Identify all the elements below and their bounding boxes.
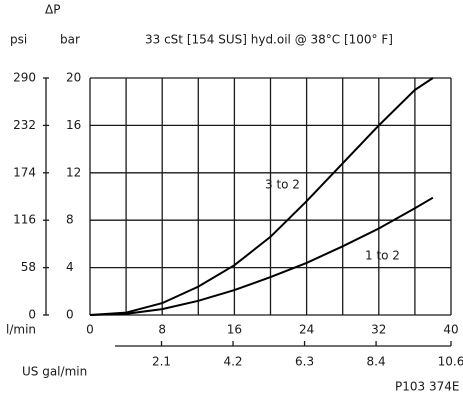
- x-tick-label: 32: [371, 323, 386, 337]
- x-axis-label: l/min: [6, 323, 36, 337]
- figure-code: P103 374E: [395, 380, 459, 394]
- curve: [89, 77, 434, 316]
- curve: [89, 196, 434, 316]
- x2-axis-label: US gal/min: [22, 365, 87, 379]
- y-tick-label: 12: [66, 165, 81, 179]
- curve-label: 3 to 2: [265, 178, 300, 192]
- x-tick-label: 0: [86, 323, 94, 337]
- x2-tick-label: 6.3: [295, 355, 314, 369]
- y2-tick-label: 58: [21, 260, 36, 274]
- x2-tick-label: 2.1: [152, 355, 171, 369]
- y-tick-label: 16: [66, 118, 81, 132]
- psi-label: psi: [10, 33, 27, 47]
- delta-p-label: ΔP: [45, 3, 60, 17]
- y-tick-label: 20: [66, 71, 81, 85]
- y-tick-label: 0: [66, 308, 74, 322]
- chart-title: 33 cSt [154 SUS] hyd.oil @ 38°C [100° F]: [145, 33, 393, 47]
- curve-label: 1 to 2: [365, 249, 400, 263]
- x2-tick-label: 8.4: [367, 355, 386, 369]
- y2-tick-label: 0: [28, 308, 36, 322]
- y2-tick-label: 174: [13, 165, 36, 179]
- y-tick-label: 4: [66, 260, 74, 274]
- y2-tick-label: 232: [13, 118, 36, 132]
- y2-tick-label: 290: [13, 71, 36, 85]
- bar-label: bar: [60, 33, 80, 47]
- x-tick-label: 24: [299, 323, 314, 337]
- x-tick-label: 16: [227, 323, 242, 337]
- x-tick-label: 40: [443, 323, 458, 337]
- x2-tick-label: 4.2: [223, 355, 242, 369]
- x2-tick-label: 10.6: [438, 355, 463, 369]
- y-tick-label: 8: [66, 213, 74, 227]
- y2-tick-label: 116: [13, 213, 36, 227]
- x-tick-label: 8: [158, 323, 166, 337]
